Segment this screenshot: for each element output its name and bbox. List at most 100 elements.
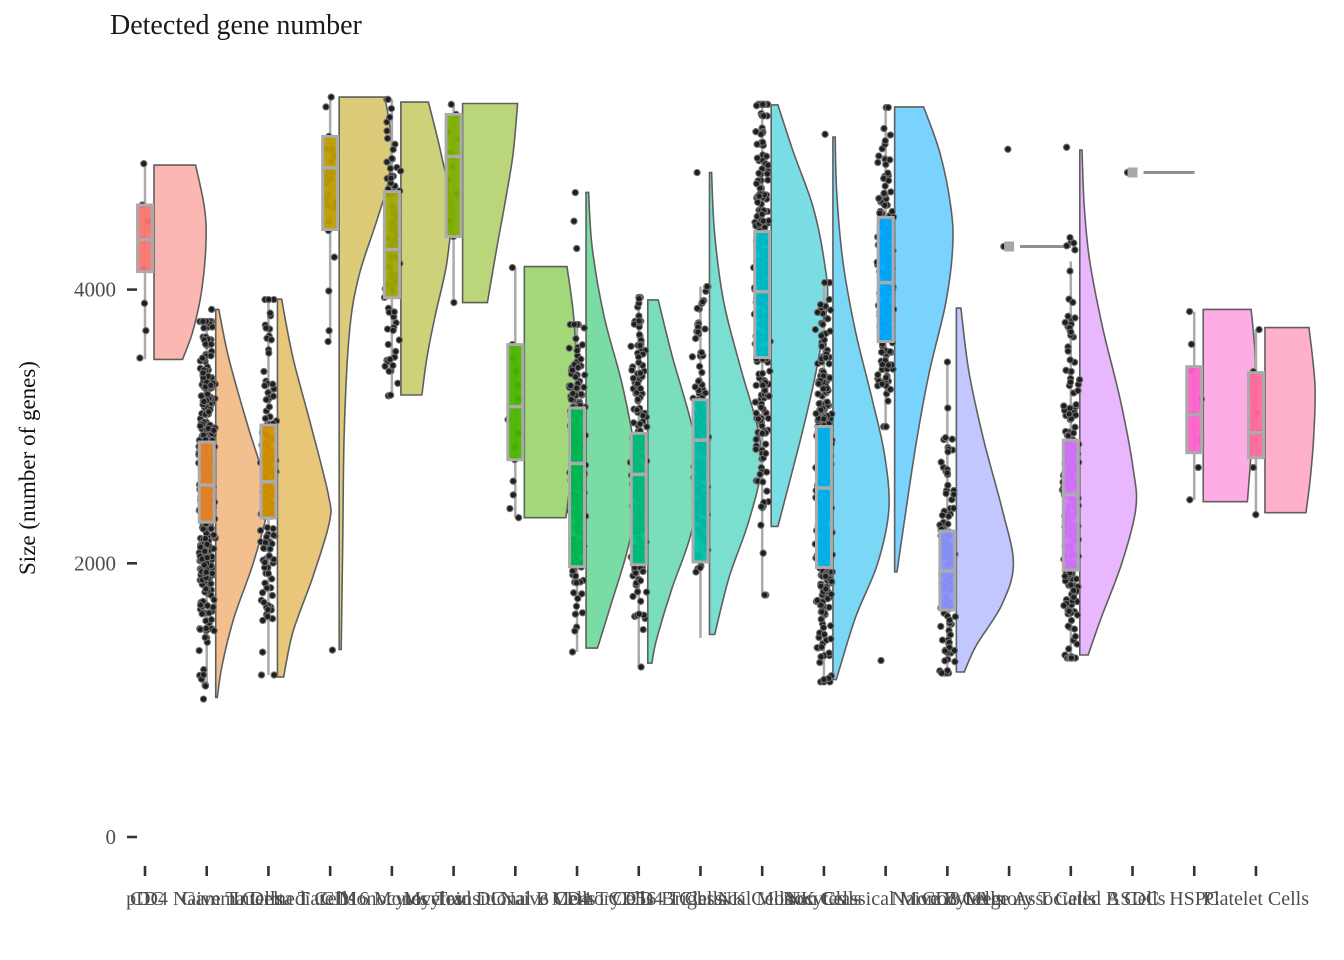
jitter-point <box>634 395 642 404</box>
jitter-point <box>813 308 822 317</box>
jitter-point <box>140 160 148 168</box>
jitter-point <box>821 130 829 138</box>
jitter-point <box>207 340 215 348</box>
jitter-point <box>200 324 208 332</box>
jitter-point <box>817 653 825 661</box>
x-tick-label: CD4 Naive T Cells <box>130 888 283 910</box>
jitter-point <box>207 525 215 533</box>
jitter-point <box>260 367 268 376</box>
boxplot-box <box>506 343 525 462</box>
half-violin <box>955 307 1015 673</box>
boxplot-box <box>1246 371 1265 460</box>
jitter-point <box>1069 429 1078 437</box>
jitter-point <box>880 124 888 133</box>
jitter-point <box>570 217 578 225</box>
jitter-point <box>942 489 950 498</box>
jitter-point <box>196 543 205 551</box>
jitter-point <box>878 380 886 388</box>
jitter-point <box>256 526 265 535</box>
jitter-point <box>937 622 945 631</box>
jitter-point <box>819 385 827 393</box>
jitter-point <box>884 397 892 405</box>
jitter-point <box>692 568 700 576</box>
jitter-point <box>1073 611 1082 619</box>
y-tick-label: 0 <box>106 825 117 849</box>
jitter-point <box>1067 328 1075 336</box>
jitter-point <box>207 352 215 360</box>
half-violin <box>1079 149 1138 656</box>
jitter-point <box>764 176 772 184</box>
jitter-point <box>761 591 769 599</box>
half-violin <box>276 298 332 678</box>
jitter-point <box>819 623 828 632</box>
jitter-point <box>383 158 391 166</box>
jitter-point <box>578 341 587 349</box>
jitter-point <box>637 663 645 671</box>
jitter-point <box>820 675 828 684</box>
jitter-point <box>752 128 760 136</box>
jitter-point <box>635 317 643 325</box>
jitter-point <box>265 403 274 411</box>
jitter-point <box>816 301 825 309</box>
jitter-point <box>260 598 268 606</box>
jitter-point <box>762 152 771 160</box>
jitter-point <box>688 353 697 361</box>
x-tick-label: HSPC <box>1169 888 1219 910</box>
jitter-point <box>943 469 951 477</box>
jitter-point <box>762 449 770 458</box>
jitter-point <box>207 305 216 314</box>
boxplot-box <box>1061 438 1080 572</box>
jitter-point <box>203 554 211 562</box>
jitter-point <box>203 602 212 610</box>
jitter-point <box>392 347 400 356</box>
jitter-point <box>636 384 645 393</box>
boxplot-box <box>321 134 340 232</box>
jitter-point <box>950 490 958 499</box>
jitter-point <box>756 470 764 478</box>
plot-title: Detected gene number <box>110 10 362 41</box>
jitter-point <box>384 340 392 349</box>
jitter-point <box>635 295 643 303</box>
jitter-point <box>946 631 955 639</box>
jitter-point <box>265 552 273 560</box>
jitter-point <box>196 625 204 634</box>
jitter-point <box>1069 298 1077 307</box>
jitter-point <box>825 360 833 368</box>
jitter-point <box>1071 314 1079 322</box>
jitter-point <box>1069 586 1078 595</box>
jitter-point <box>938 636 947 644</box>
jitter-point <box>944 520 952 528</box>
jitter-point <box>643 423 651 431</box>
jitter-point <box>388 154 396 163</box>
jitter-point <box>195 646 203 655</box>
jitter-point <box>880 189 888 197</box>
jitter-point <box>941 647 949 655</box>
jitter-point <box>269 380 277 388</box>
jitter-point <box>269 392 278 400</box>
jitter-point <box>760 112 768 120</box>
jitter-point <box>819 320 827 329</box>
jitter-point <box>1070 625 1079 633</box>
jitter-point <box>259 616 267 625</box>
jitter-point <box>938 669 946 677</box>
jitter-point <box>258 589 267 597</box>
jitter-point <box>876 209 884 217</box>
jitter-point <box>1060 402 1068 410</box>
jitter-point <box>817 601 825 609</box>
jitter-point <box>514 514 523 522</box>
jitter-point <box>886 131 895 139</box>
jitter-point <box>506 504 514 513</box>
x-tick-label: Classical Monocytes <box>679 888 845 910</box>
jitter-point <box>817 643 826 651</box>
jitter-point <box>817 406 825 414</box>
jitter-point <box>568 648 577 656</box>
jitter-point <box>270 671 278 679</box>
jitter-point <box>571 373 580 381</box>
jitter-point <box>881 137 889 145</box>
jitter-point <box>753 140 761 148</box>
jitter-point <box>386 391 395 399</box>
x-tick-label: Non Classical Monocytes <box>783 888 989 910</box>
jitter-point <box>755 169 763 177</box>
jitter-point <box>639 625 647 634</box>
jitter-point <box>199 369 207 377</box>
